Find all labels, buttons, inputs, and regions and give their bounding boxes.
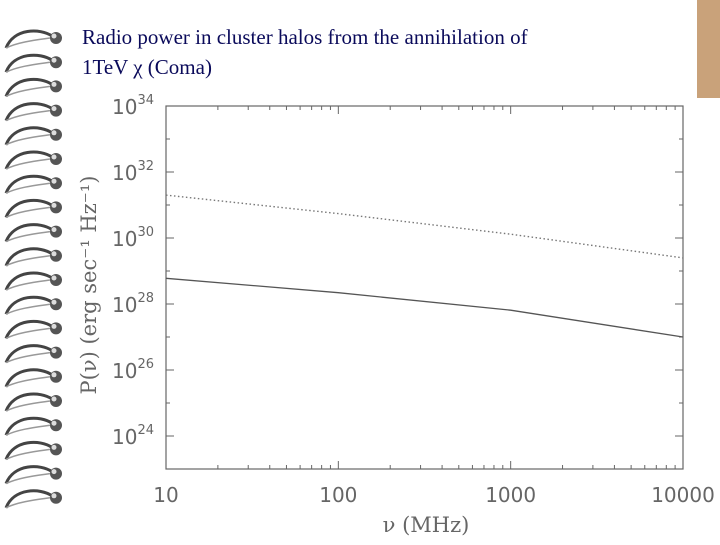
spiral-ring-highlight <box>5 158 51 170</box>
y-tick-base: 10 <box>112 425 137 449</box>
spiral-ring-highlight <box>5 497 51 509</box>
spiral-rings-graphic <box>4 29 62 509</box>
spiral-ring-highlight <box>5 424 51 436</box>
spiral-hole-shine <box>51 251 57 257</box>
spiral-hole-shine <box>51 33 57 39</box>
y-tick-label: 1030 <box>112 225 154 251</box>
spiral-ring <box>4 53 53 73</box>
spiral-ring-highlight <box>5 327 51 340</box>
spiral-ring-highlight <box>5 206 51 219</box>
spiral-ring-highlight <box>5 182 51 194</box>
y-tick-base: 10 <box>112 95 137 119</box>
spiral-hole-shine <box>51 106 57 112</box>
y-tick-exponent: 28 <box>137 291 154 306</box>
y-tick-exponent: 30 <box>137 225 154 240</box>
x-tick-label: 10 <box>153 483 178 507</box>
spiral-ring-highlight <box>5 351 51 364</box>
spiral-ring-highlight <box>5 230 51 243</box>
y-tick-base: 10 <box>112 161 137 185</box>
y-tick-exponent: 26 <box>137 357 154 372</box>
spiral-ring-highlight <box>5 85 51 98</box>
spiral-ring <box>4 223 53 243</box>
spiral-ring <box>4 440 53 461</box>
y-tick-label: 1034 <box>112 93 154 119</box>
slide-title-line-2: 1TeV χ (Coma) <box>82 55 212 79</box>
spiral-binding <box>0 0 70 540</box>
chart-axes <box>165 105 684 470</box>
y-tick-label: 1024 <box>112 423 154 449</box>
spiral-ring-highlight <box>5 134 51 146</box>
y-tick-label: 1026 <box>112 357 154 383</box>
spiral-ring-highlight <box>5 279 51 291</box>
y-tick-exponent: 34 <box>137 93 154 108</box>
accent-strip <box>697 0 720 98</box>
x-axis-label: ν (MHz) <box>383 513 470 537</box>
spiral-hole-shine <box>51 444 57 450</box>
spiral-ring <box>4 126 53 146</box>
spiral-ring <box>4 344 53 364</box>
spiral-ring <box>4 465 53 485</box>
x-tick-label: 10000 <box>651 483 715 507</box>
spiral-hole-shine <box>51 81 57 87</box>
y-tick-base: 10 <box>112 359 137 383</box>
spiral-hole-shine <box>51 469 57 475</box>
spiral-hole-shine <box>51 323 57 329</box>
y-tick-base: 10 <box>112 227 137 251</box>
dotted-series-line <box>165 194 684 259</box>
y-tick-exponent: 24 <box>137 423 154 438</box>
y-tick-base: 10 <box>112 293 137 317</box>
spiral-ring <box>4 247 53 267</box>
spiral-ring <box>4 77 53 98</box>
spiral-hole-shine <box>51 396 57 402</box>
plot-frame <box>165 105 684 470</box>
spiral-hole-shine <box>51 420 57 426</box>
spiral-ring <box>4 368 53 388</box>
solid-series-line <box>165 277 684 338</box>
x-tick-label: 1000 <box>485 483 536 507</box>
spiral-ring-highlight <box>5 37 51 49</box>
spiral-ring <box>4 489 53 509</box>
spiral-ring <box>4 174 53 194</box>
spiral-ring-highlight <box>5 448 51 461</box>
spiral-ring <box>4 102 53 122</box>
x-tick-label: 100 <box>319 483 357 507</box>
spiral-ring-highlight <box>5 472 51 485</box>
title-box <box>72 18 697 98</box>
spiral-ring-highlight <box>5 255 51 267</box>
spiral-ring <box>4 29 53 49</box>
spiral-ring <box>4 150 53 170</box>
spiral-hole-shine <box>51 372 57 378</box>
y-tick-label: 1032 <box>112 159 154 185</box>
spiral-ring <box>4 271 53 291</box>
spiral-ring <box>4 198 53 219</box>
spiral-hole-shine <box>51 57 57 63</box>
spiral-hole-shine <box>51 130 57 136</box>
spiral-ring-highlight <box>5 109 51 122</box>
spiral-ring-highlight <box>5 61 51 73</box>
spiral-hole-shine <box>51 178 57 184</box>
chart-series <box>165 194 684 338</box>
y-axis-label: P(ν) (erg sec⁻¹ Hz⁻¹) <box>77 176 101 395</box>
spiral-ring <box>4 295 53 315</box>
y-tick-exponent: 32 <box>137 159 154 174</box>
spiral-hole-shine <box>51 348 57 354</box>
spiral-hole-shine <box>51 154 57 160</box>
spiral-ring <box>4 416 53 436</box>
y-tick-label: 1028 <box>112 291 154 317</box>
spiral-hole-shine <box>51 299 57 305</box>
spiral-ring-highlight <box>5 303 51 315</box>
spiral-ring <box>4 319 53 340</box>
spiral-ring-highlight <box>5 400 51 412</box>
slide-title-line-1: Radio power in cluster halos from the an… <box>82 25 528 49</box>
spiral-ring <box>4 392 53 412</box>
spiral-hole-shine <box>51 493 57 499</box>
spiral-hole-shine <box>51 275 57 281</box>
spiral-hole-shine <box>51 227 57 233</box>
spiral-ring-highlight <box>5 376 51 388</box>
spiral-hole-shine <box>51 202 57 208</box>
